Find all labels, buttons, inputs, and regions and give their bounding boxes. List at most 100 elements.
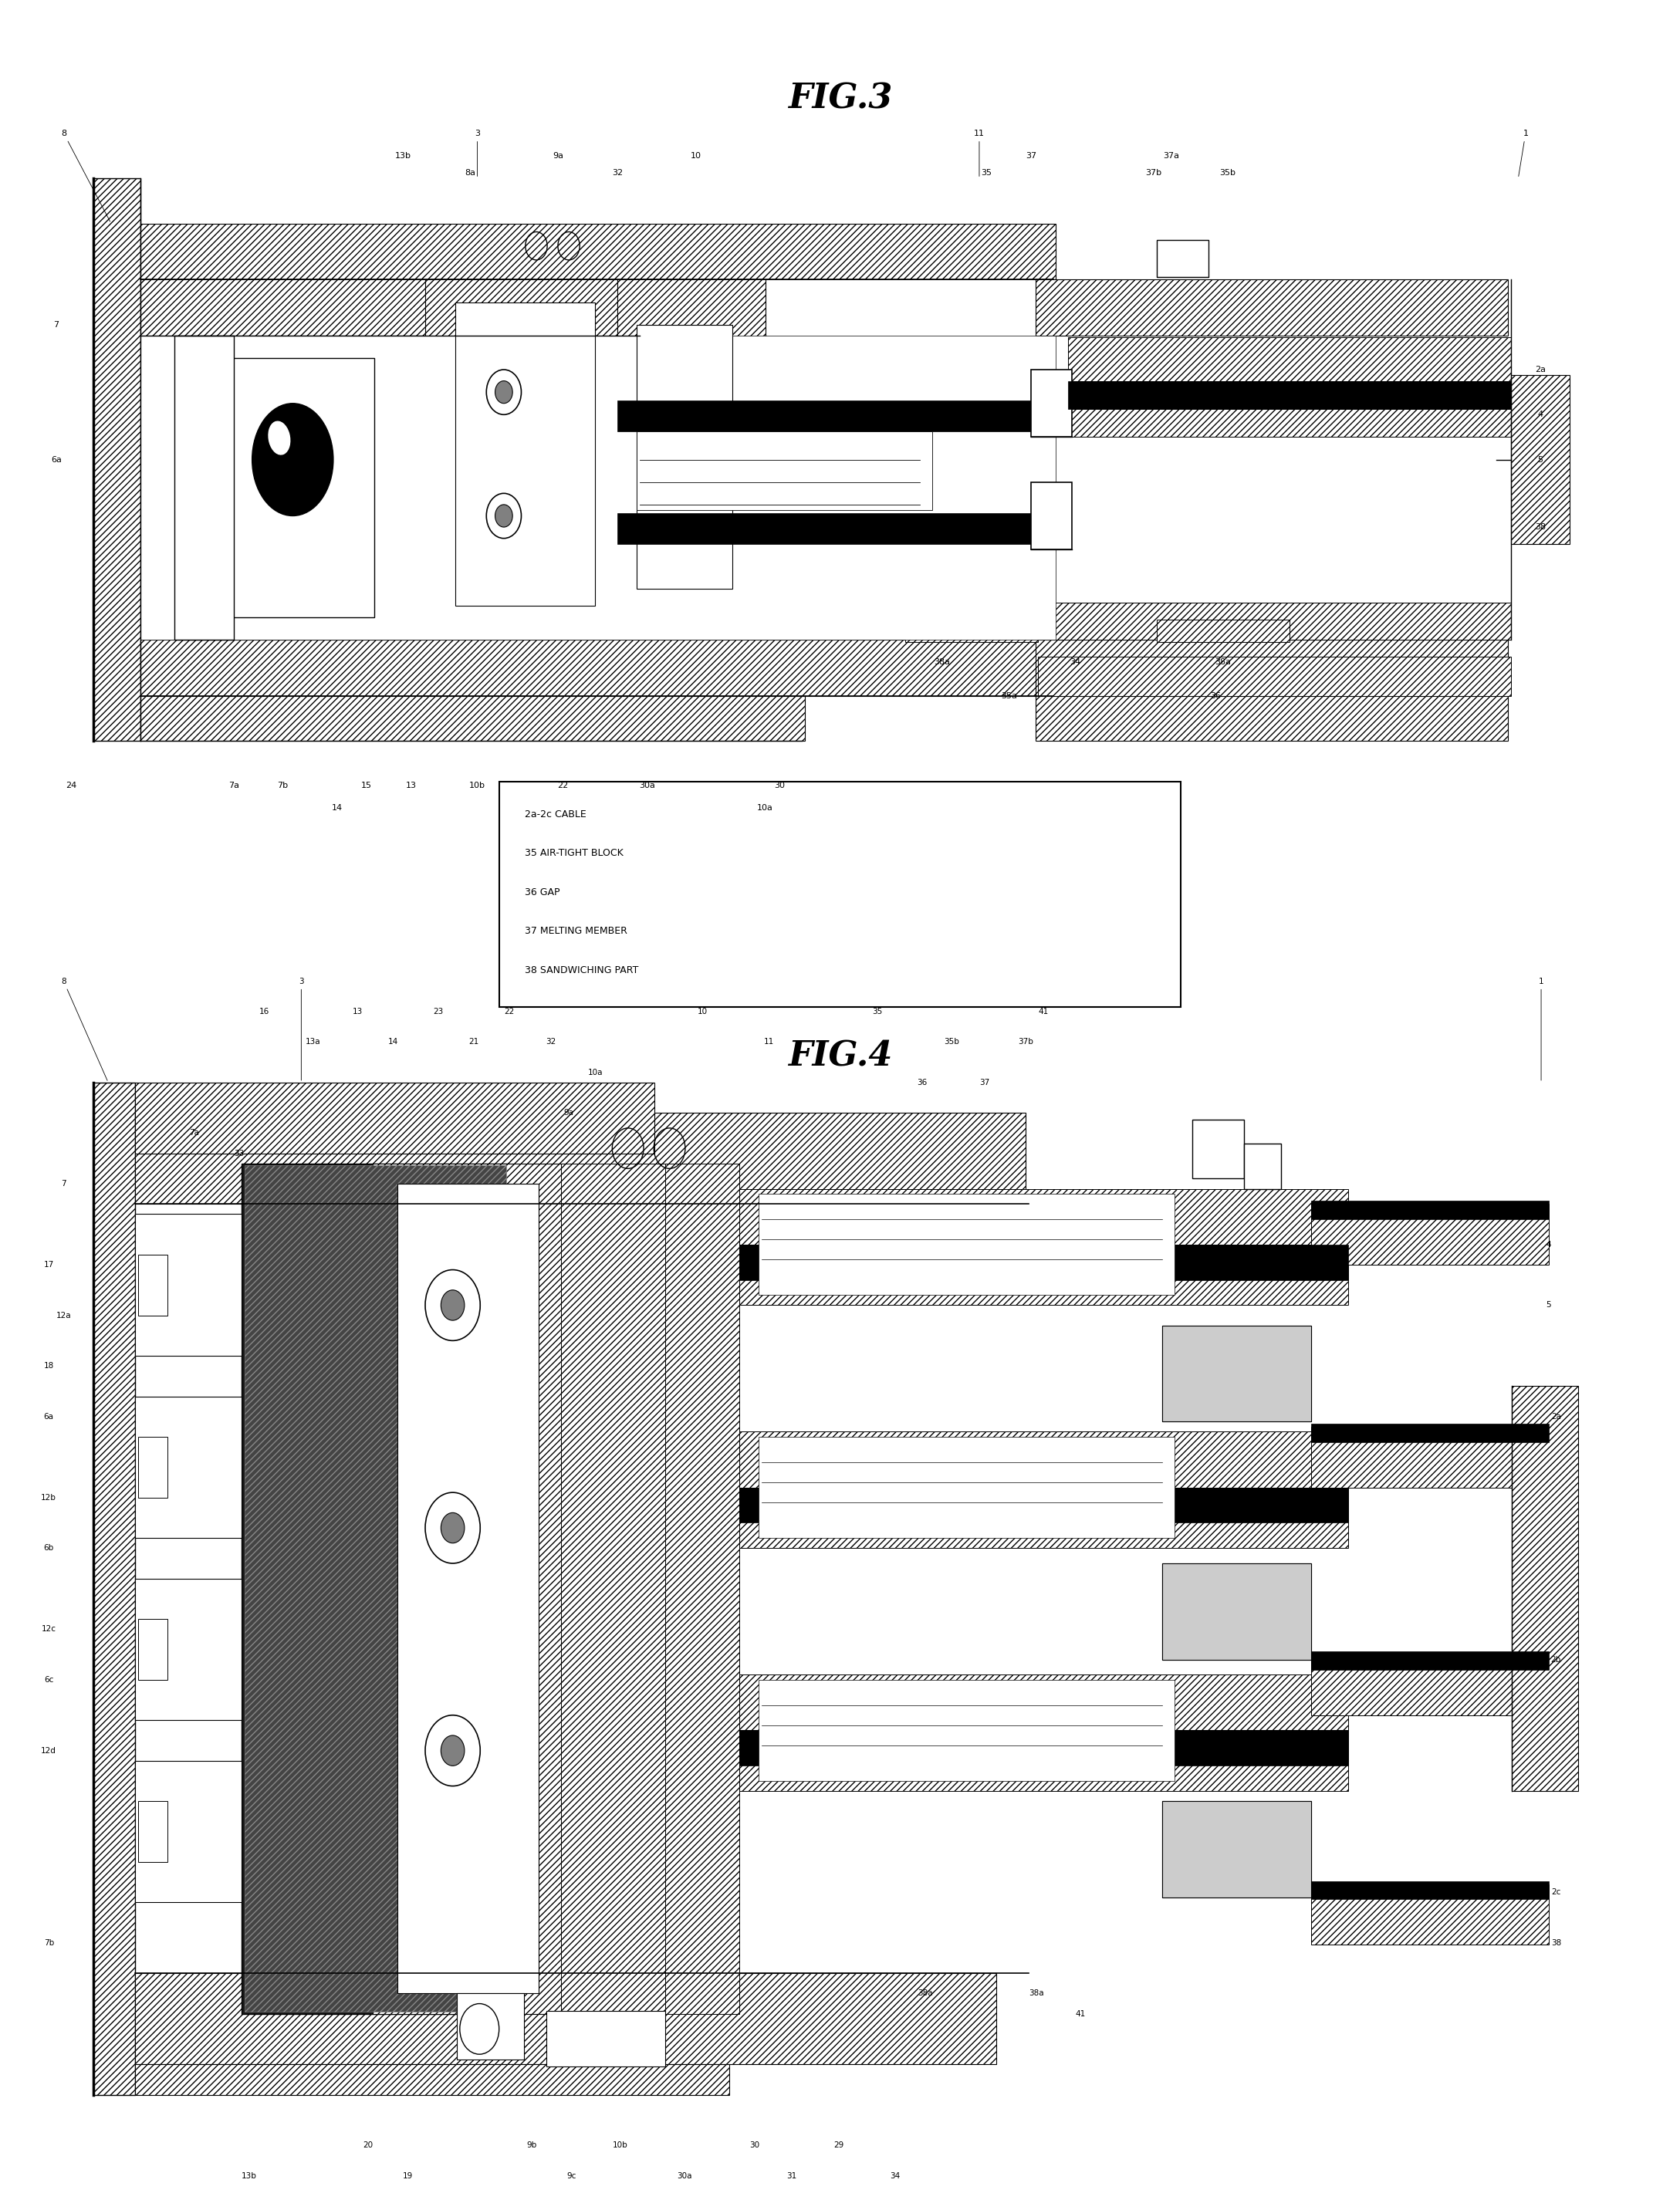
Text: 23: 23 bbox=[433, 1008, 444, 1017]
Circle shape bbox=[440, 1735, 464, 1766]
Text: 35 AIR-TIGHT BLOCK: 35 AIR-TIGHT BLOCK bbox=[524, 849, 623, 857]
Bar bbox=[1310, 1423, 1549, 1441]
Ellipse shape bbox=[269, 422, 291, 455]
Bar bbox=[242, 1162, 509, 2013]
Text: 1: 1 bbox=[1519, 130, 1529, 177]
Bar bbox=[94, 179, 141, 740]
Bar bbox=[637, 325, 732, 588]
Text: 14: 14 bbox=[388, 1039, 398, 1045]
Text: 3: 3 bbox=[299, 977, 304, 1081]
Bar bbox=[134, 2064, 729, 2095]
Text: 35: 35 bbox=[981, 168, 993, 177]
Text: 2a: 2a bbox=[1536, 367, 1546, 373]
Text: 30a: 30a bbox=[677, 2172, 692, 2179]
Bar bbox=[134, 1578, 242, 1719]
Text: 13: 13 bbox=[353, 1008, 363, 1017]
Text: 6a: 6a bbox=[50, 455, 62, 464]
Bar bbox=[1310, 1651, 1549, 1669]
Text: 30: 30 bbox=[774, 782, 785, 789]
Circle shape bbox=[440, 1291, 464, 1319]
Text: 12a: 12a bbox=[55, 1311, 71, 1319]
Text: 29: 29 bbox=[833, 2141, 843, 2148]
Text: 20: 20 bbox=[363, 2141, 373, 2148]
Bar bbox=[1512, 1386, 1578, 1790]
Bar bbox=[1163, 1801, 1310, 1898]
Text: 11: 11 bbox=[764, 1039, 774, 1045]
Bar bbox=[1032, 369, 1072, 438]
Text: 5: 5 bbox=[1546, 1302, 1551, 1308]
Text: 10b: 10b bbox=[613, 2141, 628, 2148]
Text: 10: 10 bbox=[690, 152, 701, 159]
Bar bbox=[665, 1162, 739, 2013]
Text: 41: 41 bbox=[1038, 1008, 1048, 1017]
Bar bbox=[1163, 1801, 1310, 1898]
Bar bbox=[134, 1761, 242, 1903]
Bar bbox=[739, 1487, 1347, 1523]
Text: 19: 19 bbox=[403, 2172, 413, 2179]
Bar bbox=[739, 1730, 1347, 1790]
Text: 12d: 12d bbox=[40, 1746, 57, 1755]
Bar bbox=[1035, 696, 1509, 740]
Text: 10a: 10a bbox=[588, 1067, 603, 1076]
Bar bbox=[561, 1162, 665, 2013]
Bar bbox=[1510, 376, 1569, 544]
Bar bbox=[141, 639, 1057, 696]
Text: 37a: 37a bbox=[1163, 152, 1179, 159]
Circle shape bbox=[496, 380, 512, 404]
Bar bbox=[618, 281, 764, 628]
Text: 38a: 38a bbox=[934, 659, 951, 665]
Bar bbox=[134, 1213, 242, 1355]
Text: 32: 32 bbox=[546, 1039, 556, 1045]
Text: 36: 36 bbox=[1210, 692, 1221, 701]
Bar bbox=[1310, 1881, 1549, 1898]
Text: 8a: 8a bbox=[464, 168, 475, 177]
Text: 7: 7 bbox=[54, 320, 59, 329]
Bar bbox=[141, 696, 805, 740]
Bar bbox=[1310, 1655, 1549, 1715]
Bar bbox=[134, 1083, 655, 1154]
Bar bbox=[141, 336, 1057, 639]
Text: 38: 38 bbox=[1536, 524, 1546, 530]
Bar bbox=[1156, 241, 1208, 276]
Text: 5: 5 bbox=[1537, 455, 1542, 464]
Bar bbox=[94, 1083, 134, 2095]
Text: 36: 36 bbox=[917, 1078, 927, 1087]
Bar bbox=[618, 544, 1032, 588]
Bar bbox=[1068, 380, 1510, 409]
Text: FIG.3: FIG.3 bbox=[788, 82, 892, 115]
Text: 7b: 7b bbox=[44, 1938, 54, 1947]
Text: 37: 37 bbox=[979, 1078, 990, 1087]
Bar bbox=[1163, 1326, 1310, 1421]
Circle shape bbox=[496, 504, 512, 528]
Text: 21: 21 bbox=[469, 1039, 479, 1045]
Bar bbox=[1035, 639, 1509, 696]
Bar bbox=[1038, 603, 1510, 639]
Text: 9a: 9a bbox=[553, 152, 564, 159]
Text: 38: 38 bbox=[1551, 1938, 1561, 1947]
Text: 10b: 10b bbox=[469, 782, 486, 789]
Text: 37 MELTING MEMBER: 37 MELTING MEMBER bbox=[524, 926, 627, 937]
Text: 38a: 38a bbox=[1028, 1989, 1043, 1998]
Bar bbox=[134, 1397, 242, 1538]
Text: 37b: 37b bbox=[1018, 1039, 1033, 1045]
Text: 41: 41 bbox=[1075, 2009, 1085, 2018]
Bar bbox=[759, 1436, 1174, 1538]
Text: 2a: 2a bbox=[1551, 1412, 1561, 1421]
Bar bbox=[134, 1974, 996, 2064]
Text: 38a: 38a bbox=[1215, 659, 1231, 665]
Text: 24: 24 bbox=[66, 782, 77, 789]
Text: FIG.4: FIG.4 bbox=[788, 1041, 892, 1074]
Text: 8: 8 bbox=[60, 130, 111, 221]
Bar bbox=[1068, 336, 1510, 380]
Text: 13b: 13b bbox=[242, 2172, 257, 2179]
Text: 7a: 7a bbox=[228, 782, 239, 789]
Text: 1: 1 bbox=[1539, 977, 1544, 1081]
Bar bbox=[1163, 1326, 1310, 1421]
Text: 36 GAP: 36 GAP bbox=[524, 886, 559, 897]
Bar bbox=[1163, 1562, 1310, 1660]
Text: 7a: 7a bbox=[190, 1129, 200, 1136]
Text: 11: 11 bbox=[974, 130, 984, 177]
Bar bbox=[739, 1432, 1347, 1487]
Bar bbox=[1310, 1428, 1549, 1487]
Bar bbox=[1156, 619, 1289, 643]
